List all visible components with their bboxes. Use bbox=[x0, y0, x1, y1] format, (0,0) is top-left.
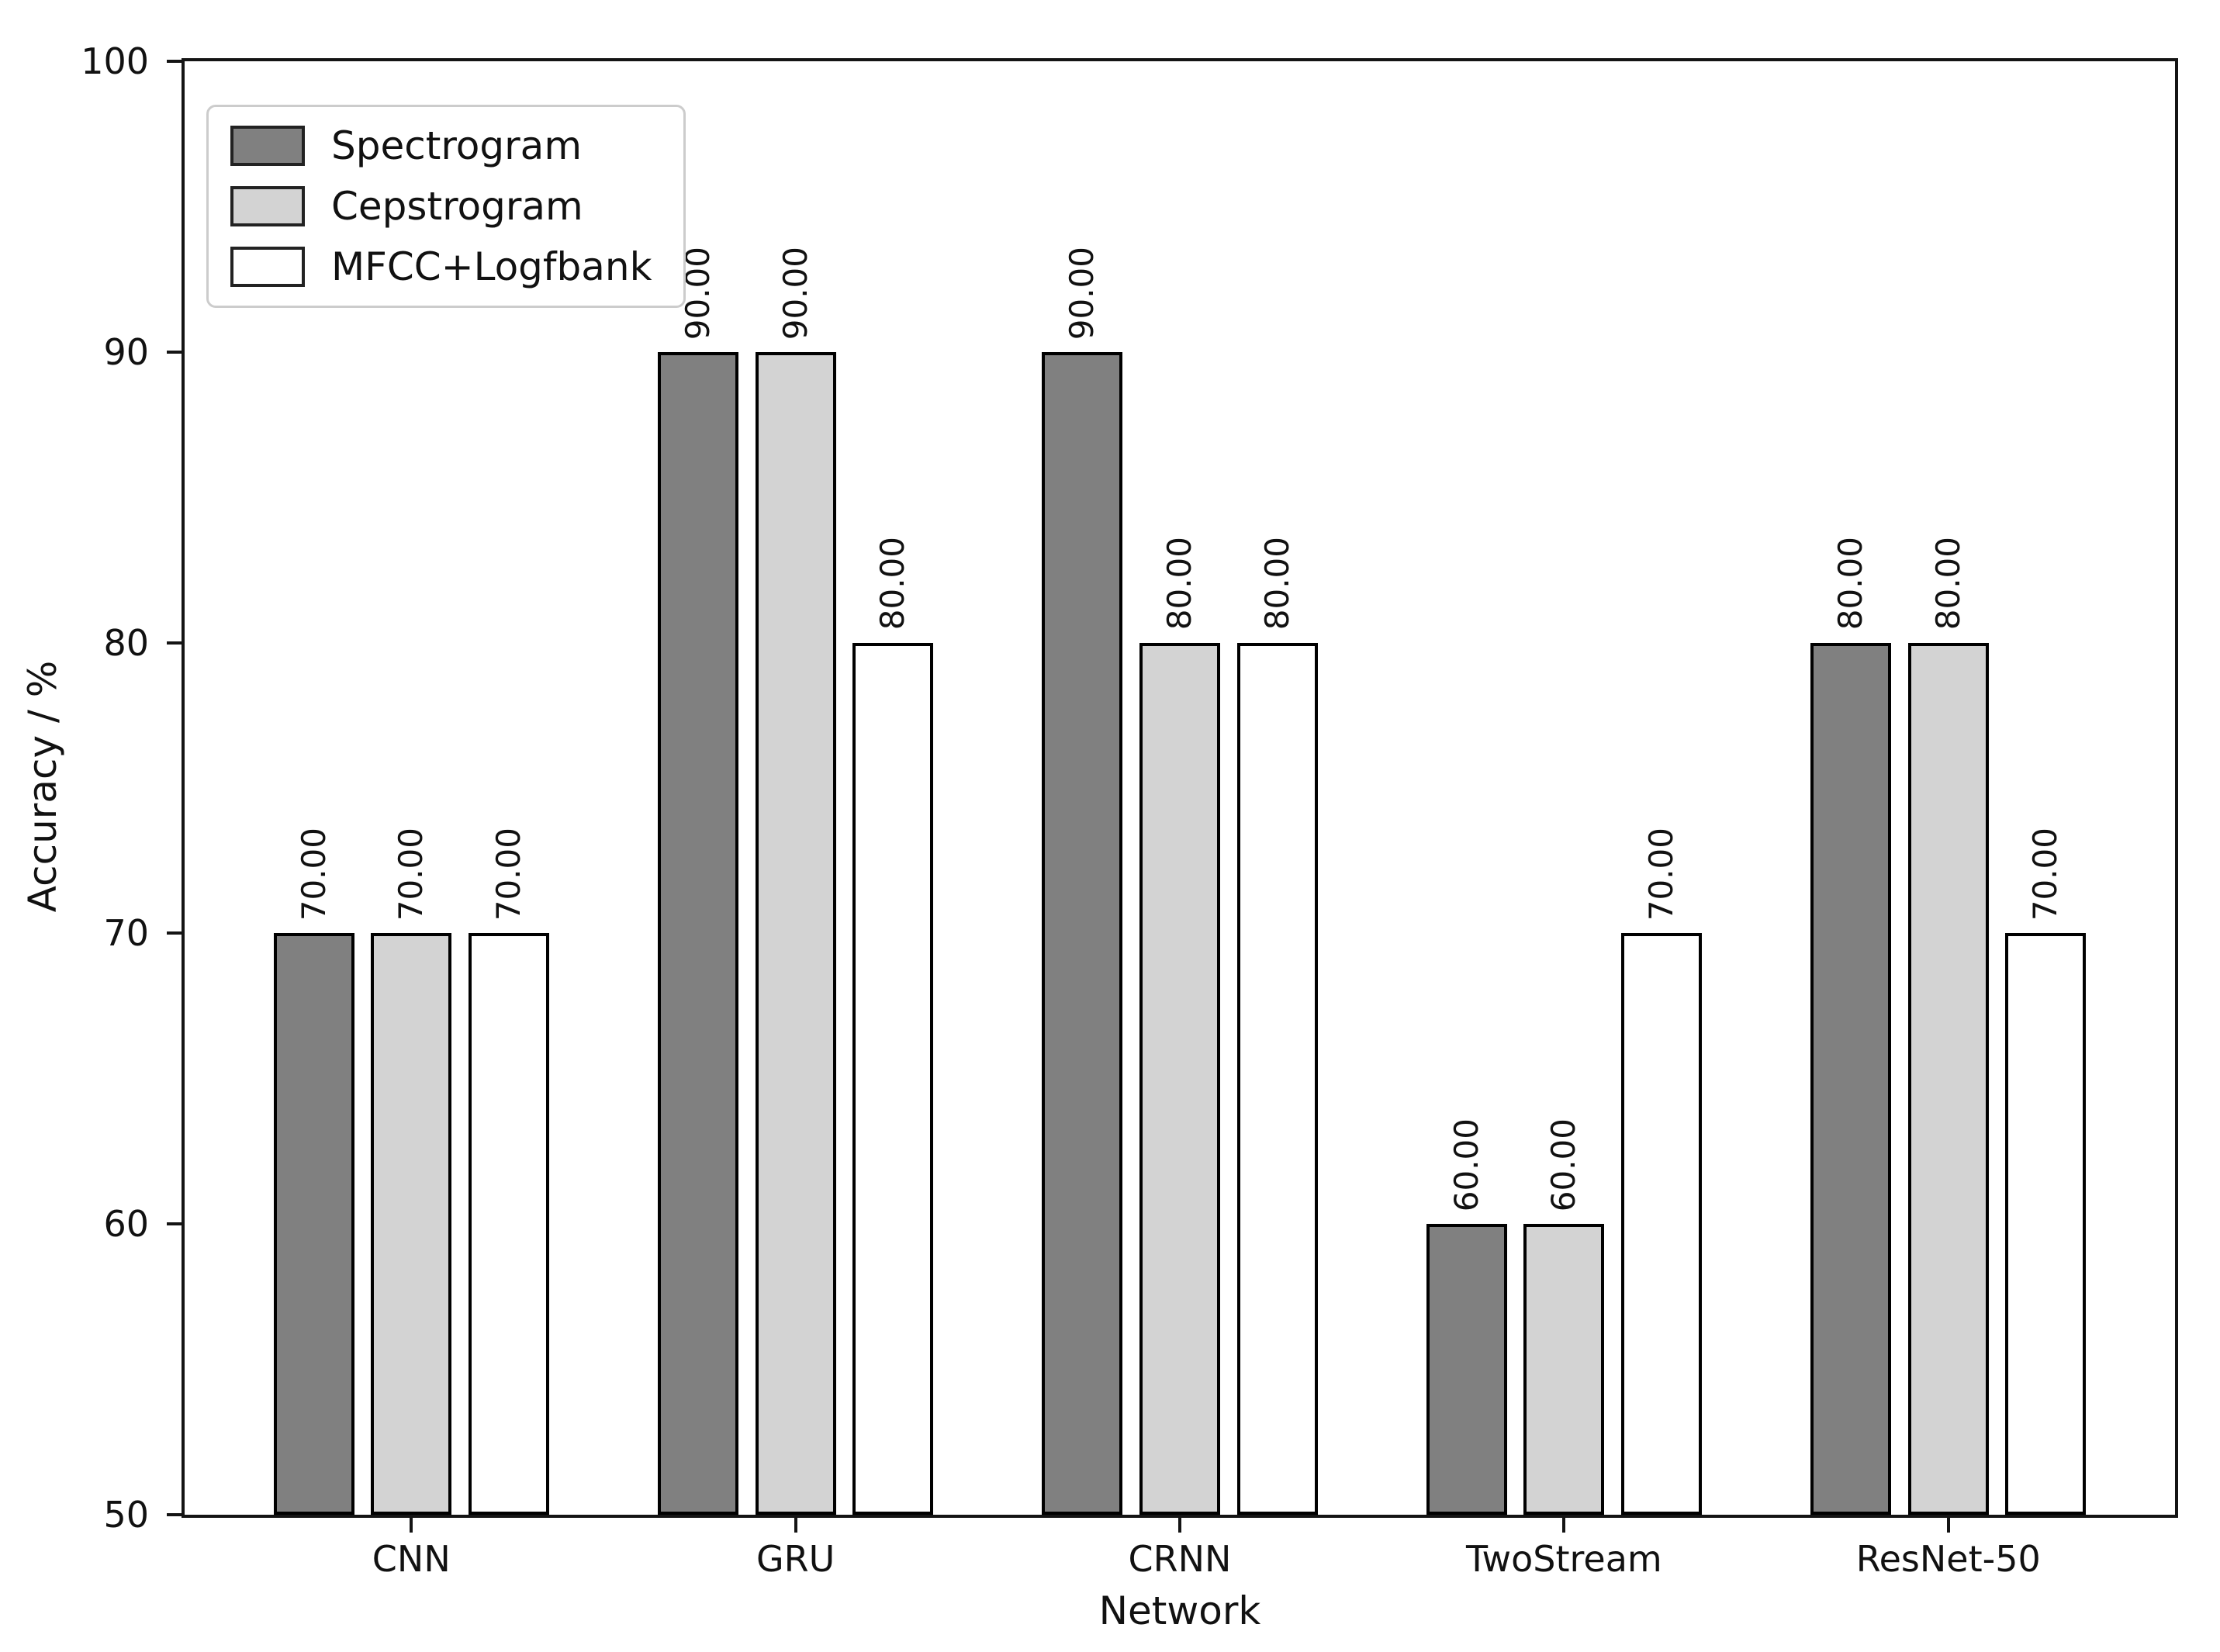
y-tick-mark bbox=[167, 60, 185, 63]
y-tick-label: 50 bbox=[103, 1494, 149, 1536]
bar bbox=[371, 933, 452, 1515]
legend-label: Spectrogram bbox=[331, 123, 583, 168]
bar bbox=[1907, 642, 1989, 1515]
y-tick-mark bbox=[167, 350, 185, 354]
bar bbox=[1810, 642, 1892, 1515]
bar-value-label: 90.00 bbox=[776, 246, 814, 340]
y-tick-label: 100 bbox=[81, 40, 149, 82]
bar bbox=[2005, 933, 2087, 1515]
bar bbox=[755, 351, 836, 1515]
bar bbox=[273, 933, 354, 1515]
bar bbox=[1042, 351, 1123, 1515]
bar-value-label: 80.00 bbox=[1928, 537, 1967, 631]
y-axis-label: Accuracy / % bbox=[20, 660, 65, 913]
x-tick-mark bbox=[1946, 1515, 1950, 1533]
x-tick-label: TwoStream bbox=[1466, 1538, 1662, 1580]
bar-value-label: 80.00 bbox=[1160, 537, 1198, 631]
x-tick-label: GRU bbox=[756, 1538, 835, 1580]
bar-value-label: 70.00 bbox=[1641, 828, 1680, 921]
bar-value-label: 70.00 bbox=[489, 828, 527, 921]
y-tick-mark bbox=[167, 641, 185, 645]
x-tick-label: CRNN bbox=[1128, 1538, 1232, 1580]
bar bbox=[1620, 933, 1702, 1515]
x-axis-label: Network bbox=[1098, 1588, 1261, 1633]
x-tick-mark bbox=[410, 1515, 413, 1533]
x-tick-mark bbox=[1178, 1515, 1181, 1533]
bar bbox=[1139, 642, 1220, 1515]
legend-entry: Cepstrogram bbox=[230, 186, 652, 226]
y-tick-mark bbox=[167, 931, 185, 935]
bar bbox=[658, 351, 739, 1515]
bar-value-label: 80.00 bbox=[1257, 537, 1296, 631]
bar bbox=[1523, 1224, 1605, 1515]
y-tick-label: 80 bbox=[103, 621, 149, 664]
y-tick-mark bbox=[167, 1513, 185, 1516]
y-tick-label: 70 bbox=[103, 912, 149, 955]
bar-value-label: 70.00 bbox=[392, 828, 431, 921]
bar bbox=[1426, 1224, 1507, 1515]
x-tick-mark bbox=[1562, 1515, 1566, 1533]
legend-swatch bbox=[230, 247, 305, 287]
bar-value-label: 60.00 bbox=[1447, 1118, 1485, 1212]
legend-swatch bbox=[230, 126, 305, 166]
bar bbox=[468, 933, 549, 1515]
bar bbox=[1236, 642, 1318, 1515]
legend-label: MFCC+Logfbank bbox=[331, 244, 652, 289]
y-tick-label: 90 bbox=[103, 330, 149, 373]
bar-value-label: 90.00 bbox=[1063, 246, 1101, 340]
bar bbox=[852, 642, 934, 1515]
x-tick-label: ResNet-50 bbox=[1855, 1538, 2041, 1580]
x-tick-label: CNN bbox=[372, 1538, 451, 1580]
bar-value-label: 80.00 bbox=[873, 537, 912, 631]
bar-value-label: 60.00 bbox=[1544, 1118, 1583, 1212]
legend-entry: Spectrogram bbox=[230, 126, 652, 166]
legend: Spectrogram Cepstrogram MFCC+Logfbank bbox=[206, 105, 686, 308]
bar-value-label: 80.00 bbox=[1831, 537, 1870, 631]
legend-entry: MFCC+Logfbank bbox=[230, 247, 652, 287]
legend-swatch bbox=[230, 186, 305, 226]
bar-value-label: 70.00 bbox=[294, 828, 333, 921]
plot-area: Spectrogram Cepstrogram MFCC+Logfbank 50 60… bbox=[81, 43, 2178, 1577]
bar-value-label: 70.00 bbox=[2026, 828, 2065, 921]
x-tick-mark bbox=[794, 1515, 797, 1533]
legend-label: Cepstrogram bbox=[331, 184, 583, 229]
y-tick-mark bbox=[167, 1222, 185, 1226]
y-tick-label: 60 bbox=[103, 1203, 149, 1246]
